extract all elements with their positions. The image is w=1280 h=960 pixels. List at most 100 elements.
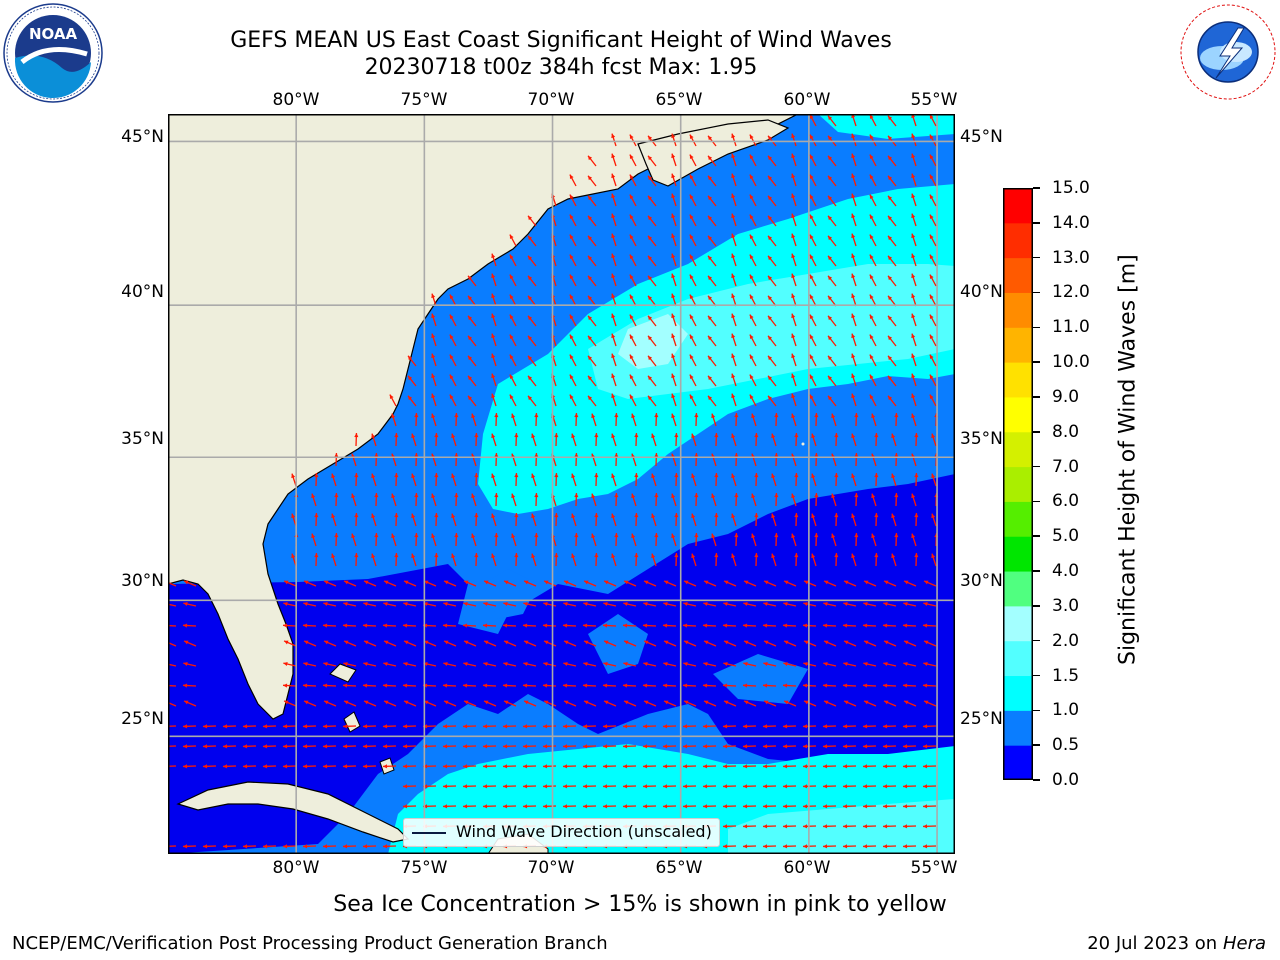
wind-arrow (674, 552, 679, 567)
wind-arrow (283, 640, 297, 647)
wind-arrow (527, 375, 537, 387)
wind-arrow (483, 640, 497, 647)
wind-arrow (827, 295, 837, 307)
wind-arrow (911, 213, 917, 227)
wind-arrow (647, 395, 657, 407)
wind-arrow (614, 452, 619, 467)
wind-arrow (523, 661, 537, 667)
wind-arrow (882, 683, 897, 688)
wind-arrow (887, 195, 897, 207)
wind-arrow (842, 784, 857, 789)
lon-tick-bottom: 70°W (527, 858, 575, 878)
wind-arrow (389, 394, 397, 407)
wind-arrow (767, 235, 777, 247)
wind-arrow (431, 393, 437, 407)
wind-arrow (871, 413, 877, 427)
wind-arrow (503, 601, 517, 607)
wind-arrow (654, 452, 659, 467)
wind-arrow (811, 473, 817, 487)
wind-arrow (647, 235, 657, 247)
wind-arrow (629, 154, 637, 167)
wind-arrow (311, 493, 317, 507)
wind-arrow (694, 412, 699, 427)
wind-arrow (343, 640, 357, 647)
wind-arrow (383, 580, 397, 587)
wind-arrow (811, 433, 817, 447)
wind-arrow (183, 601, 197, 607)
wind-arrow (314, 472, 319, 487)
wind-arrow (851, 513, 857, 527)
wind-arrow (823, 580, 837, 587)
colorbar-tick-label: 14.0 (1052, 212, 1090, 233)
wind-arrow (431, 353, 437, 367)
wind-arrow (914, 472, 919, 487)
wind-arrow (749, 334, 757, 347)
wind-arrow (911, 253, 917, 267)
wind-arrow (862, 804, 877, 809)
colorbar-segment (1003, 675, 1033, 711)
legend-label: Wind Wave Direction (unscaled) (456, 822, 712, 841)
wind-arrow (542, 683, 557, 688)
wind-arrow (749, 174, 757, 187)
wind-arrow (767, 355, 777, 367)
wind-arrow (594, 512, 599, 527)
wind-arrow (887, 235, 897, 247)
noaa-logo: NOAA (2, 2, 104, 104)
lon-tick-top: 60°W (783, 90, 831, 110)
colorbar-tick-mark (1033, 744, 1040, 746)
wind-arrow (182, 623, 197, 628)
wind-arrow (402, 623, 417, 628)
wind-arrow (763, 580, 777, 587)
wind-arrow (929, 294, 937, 307)
wind-arrow (851, 193, 857, 207)
wind-arrow (671, 293, 677, 307)
wind-arrow (714, 512, 719, 527)
wind-arrow (362, 764, 377, 769)
wind-arrow (442, 804, 457, 809)
lat-tick-right: 45°N (960, 127, 1003, 147)
wind-arrow (662, 744, 677, 749)
wind-arrow (431, 333, 437, 347)
wind-arrow (454, 532, 459, 547)
wind-arrow (834, 512, 839, 527)
wind-arrow (722, 804, 737, 809)
wind-arrow (751, 493, 757, 507)
wind-arrow (394, 512, 399, 527)
wind-arrow (663, 661, 677, 667)
wind-arrow (682, 744, 697, 749)
wind-arrow (891, 553, 897, 567)
wind-arrow (903, 640, 917, 647)
wind-arrow (743, 580, 757, 587)
wind-arrow (887, 215, 897, 227)
wind-arrow (742, 824, 757, 829)
wind-arrow (411, 553, 417, 567)
wind-arrow (631, 413, 637, 427)
wind-arrow (689, 334, 697, 347)
wind-arrow (662, 784, 677, 789)
wind-arrow (467, 315, 477, 327)
wind-arrow (811, 553, 817, 567)
wind-arrow (611, 233, 617, 247)
wind-arrow (323, 700, 337, 707)
wind-arrow (502, 784, 517, 789)
wind-arrow (523, 700, 537, 707)
wind-arrow (882, 784, 897, 789)
wind-arrow (442, 724, 457, 729)
wind-arrow (363, 661, 377, 667)
wind-arrow (843, 580, 857, 587)
wind-arrow (794, 432, 799, 447)
wind-arrow (462, 623, 477, 628)
wind-arrow (791, 413, 797, 427)
wind-arrow (703, 700, 717, 707)
wind-arrow (382, 683, 397, 688)
wind-arrow (827, 155, 837, 167)
wind-arrow (491, 553, 497, 567)
wind-arrow (449, 294, 457, 307)
wind-arrow (862, 744, 877, 749)
wind-arrow (651, 553, 657, 567)
wind-arrow (809, 374, 817, 387)
wind-arrow (749, 154, 757, 167)
wind-arrow (851, 433, 857, 447)
wind-arrow (442, 784, 457, 789)
wind-arrow (869, 174, 877, 187)
